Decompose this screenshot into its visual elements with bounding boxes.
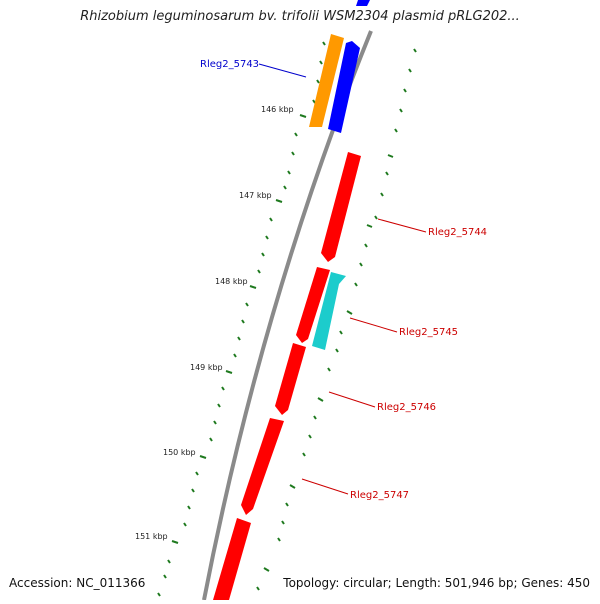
gene-arrow[interactable] — [328, 41, 360, 133]
gene-arrow[interactable] — [213, 518, 251, 600]
gene-arrow[interactable] — [275, 343, 306, 415]
gene-track — [213, 34, 361, 600]
inner-tick-ring — [157, 41, 326, 597]
gene-arrow[interactable] — [312, 272, 346, 350]
map-title: Rhizobium leguminosarum bv. trifolii WSM… — [80, 9, 520, 24]
gene-arrow[interactable] — [321, 152, 361, 262]
gene-arrow[interactable] — [309, 34, 344, 127]
scale-label: 151 kbp — [135, 532, 168, 541]
scale-label: 148 kbp — [215, 277, 248, 286]
gene-label[interactable]: Rleg2_5747 — [350, 490, 409, 501]
scale-labels: 146 kbp 147 kbp 148 kbp 149 kbp 150 kbp … — [135, 105, 294, 541]
gene-label[interactable]: Rleg2_5745 — [399, 327, 458, 338]
scale-label: 147 kbp — [239, 191, 272, 200]
gene-label[interactable]: Rleg2_5744 — [428, 227, 487, 238]
gene-label[interactable]: Rleg2_5743 — [200, 59, 259, 70]
gene-arrow[interactable] — [356, 0, 370, 6]
gene-arrow[interactable] — [296, 267, 330, 343]
label-leaders — [258, 63, 427, 495]
summary-text: Topology: circular; Length: 501,946 bp; … — [283, 576, 590, 590]
scale-label: 150 kbp — [163, 448, 196, 457]
accession-text: Accession: NC_011366 — [9, 576, 146, 590]
scale-label: 146 kbp — [261, 105, 294, 114]
gene-label[interactable]: Rleg2_5746 — [377, 402, 436, 413]
scale-label: 149 kbp — [190, 363, 223, 372]
outer-tick-ring — [256, 37, 417, 591]
gene-labels: Rleg2_5743 Rleg2_5744 Rleg2_5745 Rleg2_5… — [200, 59, 487, 501]
genome-backbone — [202, 30, 373, 601]
gene-arrow[interactable] — [241, 418, 284, 515]
